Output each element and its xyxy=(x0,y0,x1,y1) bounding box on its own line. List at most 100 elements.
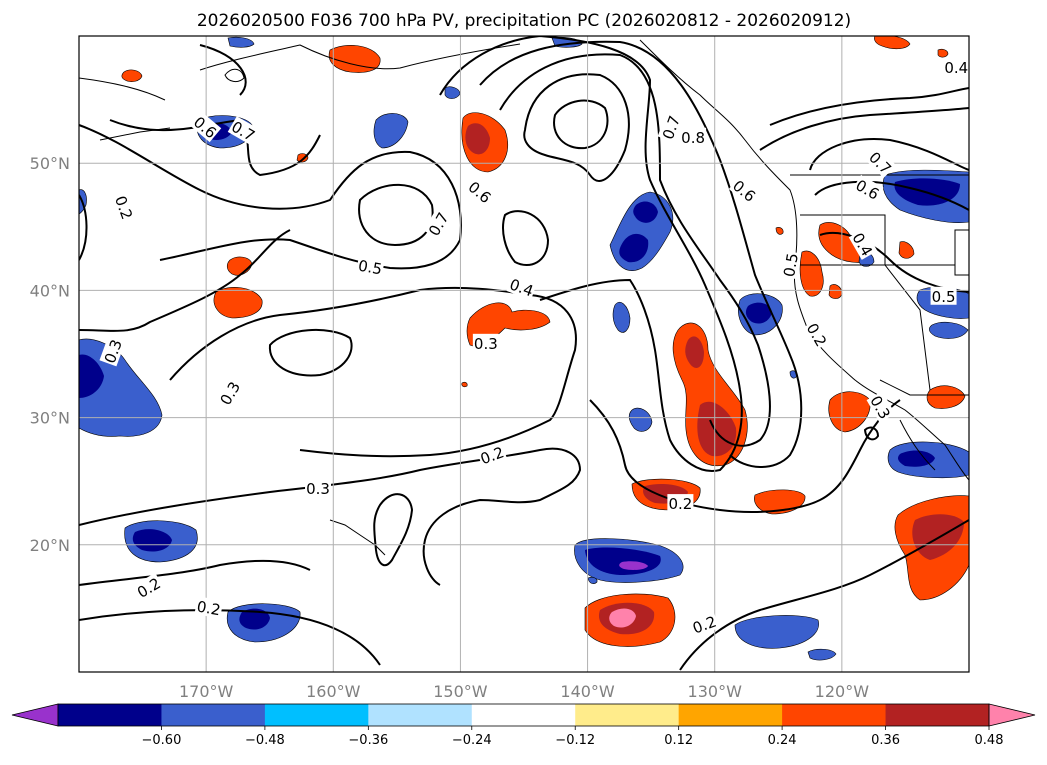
colorbar-tick-label: −0.60 xyxy=(142,733,182,748)
colorbar-segment xyxy=(782,704,887,726)
contour-label-bg xyxy=(865,146,897,179)
colorbar: −0.60 −0.48 −0.36 −0.24 −0.12 0.12 0.24 0.36 0.4… xyxy=(11,703,1036,748)
contour-label: 0.6 xyxy=(852,174,884,204)
contour-0.8 xyxy=(553,99,609,150)
colorbar-tick-label: −0.12 xyxy=(555,733,595,748)
colorbar-segment xyxy=(161,704,266,726)
negative-anomaly-west xyxy=(79,36,583,643)
contour-label: 0.3 xyxy=(215,377,244,409)
colorbar-tick-label: −0.24 xyxy=(452,733,492,748)
contour-label-bg xyxy=(803,318,832,351)
contour-label-text: 0.2 xyxy=(195,597,222,619)
colorbar-segment xyxy=(885,704,990,726)
grid-lines xyxy=(79,36,969,672)
contour-label-text: 0.5 xyxy=(932,288,956,306)
contour-label-bg xyxy=(866,391,896,423)
contour-0.6-east xyxy=(814,180,969,211)
positive-anomaly-east xyxy=(775,36,969,601)
contour-label: 0.5 xyxy=(355,255,385,278)
contour-label: 0.8 xyxy=(680,127,707,147)
colorbar-segment xyxy=(58,704,162,726)
contour-label-bg xyxy=(305,478,332,497)
contour-0.5-west xyxy=(79,124,462,270)
contour-label-bg xyxy=(194,596,224,619)
contour-0.4-trough xyxy=(439,36,743,472)
contour-0.2-south2 xyxy=(79,609,381,666)
alaska-peninsula-coast xyxy=(79,77,166,101)
colorbar-tick-label: 0.12 xyxy=(664,733,693,748)
contour-label-bg xyxy=(667,494,694,513)
contour-0.6-trough xyxy=(499,53,771,447)
colorbar-segment xyxy=(678,704,783,726)
lat-tick-label: 30°N xyxy=(30,409,70,428)
contour-0.4-cutoff xyxy=(502,210,550,267)
contour-label: 0.4 xyxy=(506,274,538,300)
colorbar-tick-label: 0.48 xyxy=(975,733,1004,748)
contour-label: 0.7 xyxy=(423,207,453,240)
contour-label-bg xyxy=(848,228,878,260)
contour-label: 0.2 xyxy=(194,596,224,619)
pv-contours xyxy=(79,36,969,671)
contour-label-bg xyxy=(852,174,884,204)
state-border-idaho xyxy=(954,229,969,276)
contour-label-bg xyxy=(99,335,126,367)
colorbar-extend-max xyxy=(988,703,1036,727)
contour-0.3-cutoff xyxy=(268,328,353,377)
map-frame xyxy=(78,35,970,673)
colorbar-tick-label: −0.48 xyxy=(245,733,285,748)
hawaiian-islands xyxy=(329,519,386,556)
contour-0.7-north xyxy=(199,44,247,96)
contour-label-text: 0.8 xyxy=(681,129,705,147)
contour-label-bg xyxy=(476,441,508,468)
negative-anomaly-subtropic xyxy=(574,538,837,661)
colorbar-segment xyxy=(368,704,473,726)
contour-label: 0.2 xyxy=(667,494,694,513)
contour-0.7-cutoff xyxy=(358,183,434,247)
longitude-tick-labels: 170°W 160°W 150°W 140°W 130°W 120°W xyxy=(179,682,869,701)
lon-tick-label: 170°W xyxy=(179,682,234,701)
contour-label: 0.4 xyxy=(943,57,969,77)
positive-anomaly-west xyxy=(121,45,468,388)
contour-label-bg xyxy=(688,611,720,637)
contour-0.7-ridge xyxy=(523,73,630,182)
positive-anomaly-subtropic xyxy=(466,302,806,647)
contour-label-text: 0.3 xyxy=(306,480,330,498)
contour-label: 0.6 xyxy=(464,176,496,207)
contour-label-bg xyxy=(355,255,385,278)
contour-small-ring xyxy=(863,426,880,441)
pacific-northwest-coast xyxy=(639,39,969,481)
contour-label-bg xyxy=(472,333,499,352)
contour-label-text: 0.2 xyxy=(668,495,692,513)
contour-0.2-cutoff xyxy=(373,493,414,567)
negative-anomaly-pacific xyxy=(609,191,798,432)
latitude-tick-labels: 50°N 40°N 30°N 20°N xyxy=(30,154,70,555)
contour-label: 0.5 xyxy=(778,250,802,280)
contour-label-bg xyxy=(728,175,761,206)
lon-tick-label: 150°W xyxy=(433,682,488,701)
contour-label-bg xyxy=(111,192,138,223)
contour-label-text: 0.3 xyxy=(474,335,498,353)
contour-label-bg xyxy=(680,127,707,146)
contour-label: 0.5 xyxy=(930,286,957,306)
positive-anomaly-coast xyxy=(672,322,748,467)
contour-label-bg xyxy=(132,572,165,602)
contour-label-text: 0.2 xyxy=(803,320,831,350)
contour-label-bg xyxy=(423,207,453,240)
us-mexico-border xyxy=(879,379,969,396)
colorbar-segment xyxy=(575,704,680,726)
contour-label-text: 0.4 xyxy=(944,59,968,77)
contour-0.5-trough xyxy=(479,40,803,468)
contour-label: 0.2 xyxy=(803,318,832,351)
contour-label-bg xyxy=(189,111,222,143)
contour-label: 0.3 xyxy=(305,478,332,498)
colorbar-tick-label: 0.36 xyxy=(871,733,900,748)
contour-0.2-southeast xyxy=(679,519,969,671)
contour-0.4-north xyxy=(759,107,969,151)
lat-tick-label: 20°N xyxy=(30,536,70,555)
colorbar-segment xyxy=(471,704,576,726)
contour-label-bg xyxy=(930,286,957,305)
colorbar-extend-min xyxy=(11,703,59,727)
colorbar-tick-label: −0.36 xyxy=(348,733,388,748)
